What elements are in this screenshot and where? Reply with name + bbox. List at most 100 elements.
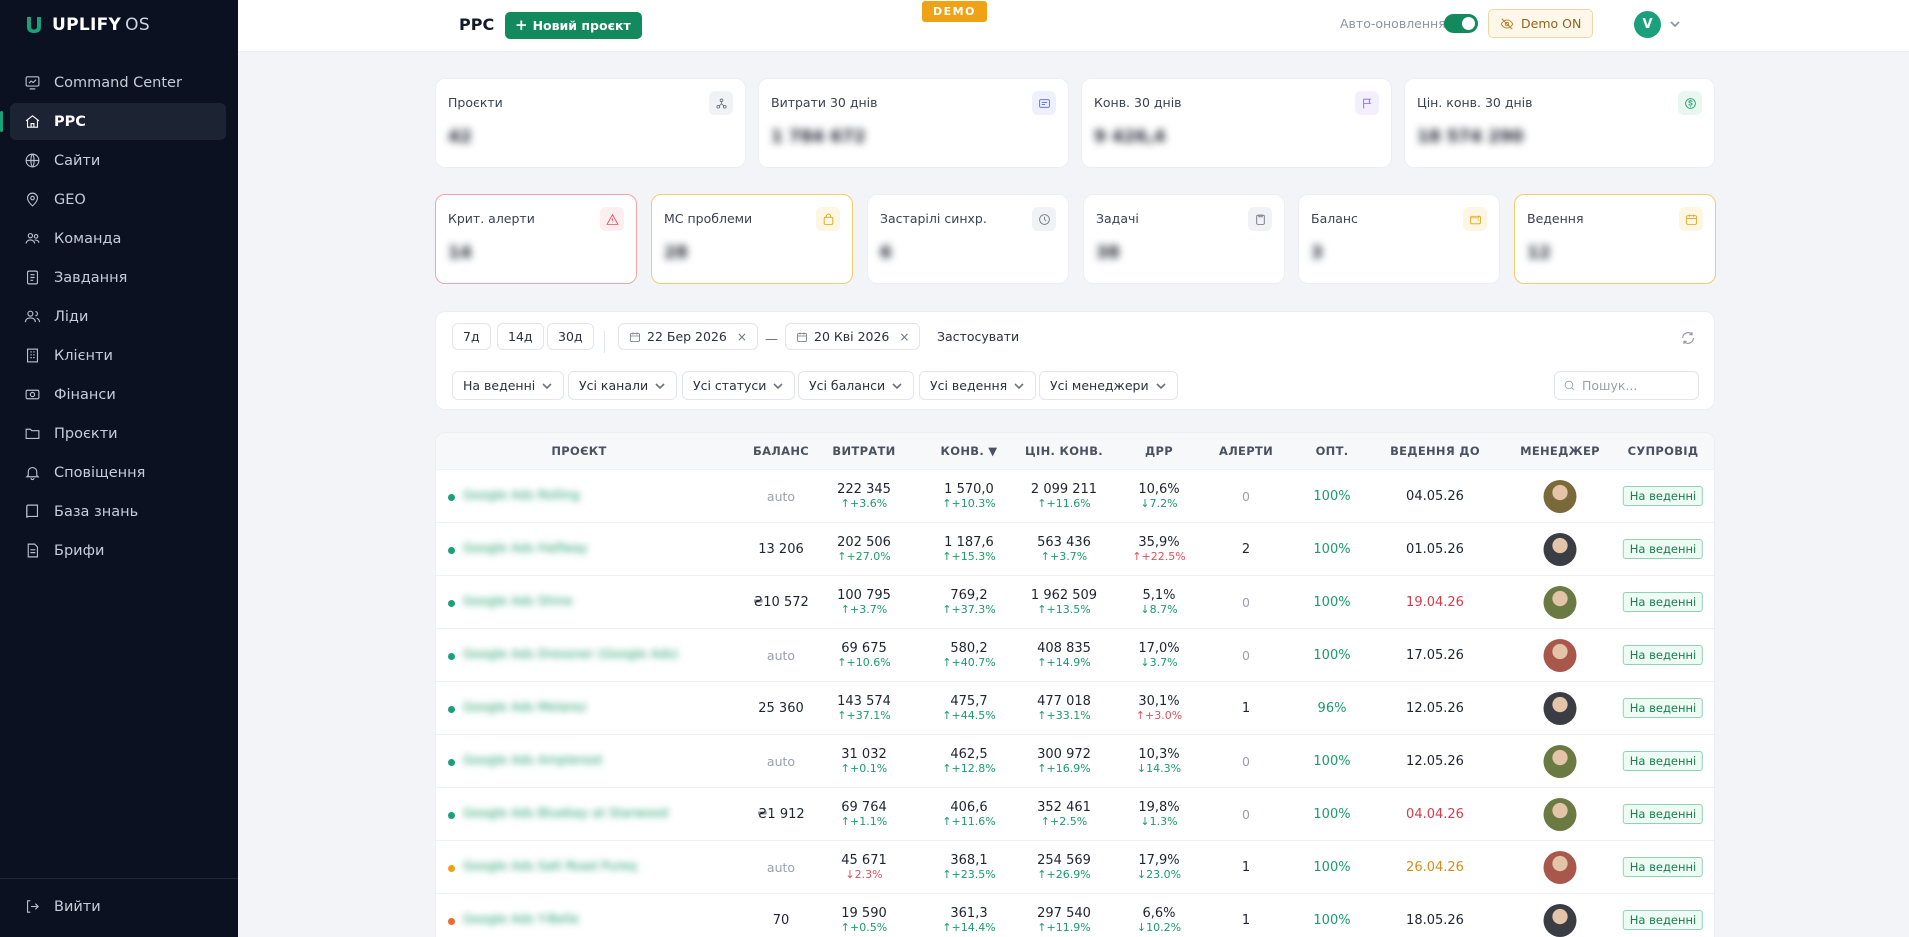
- manager-avatar[interactable]: [1543, 692, 1577, 725]
- project-name-link[interactable]: Google Ads Rolling: [463, 487, 580, 502]
- sidebar-item-сповіщення[interactable]: Сповіщення: [10, 454, 226, 491]
- column-header[interactable]: ЦІН. КОНВ.: [1025, 444, 1103, 458]
- column-header[interactable]: ОПТ.: [1315, 444, 1349, 458]
- conv-value-delta: ↑+2.5%: [1040, 814, 1088, 828]
- table-row[interactable]: Google Ads Shine ₴10 572 100 795 ↑+3.7% 769,…: [436, 575, 1714, 628]
- column-header[interactable]: ВИТРАТИ: [832, 444, 896, 458]
- stat-card[interactable]: Проєкти 42: [435, 78, 746, 168]
- tasks-icon: [26, 270, 39, 285]
- sidebar-item-ліди[interactable]: Ліди: [10, 298, 226, 335]
- filter-dropdown[interactable]: На веденні: [452, 371, 565, 400]
- sidebar-item-geo[interactable]: GEO: [10, 181, 226, 218]
- user-avatar[interactable]: V: [1634, 11, 1661, 38]
- optimization-cell: 100%: [1313, 807, 1351, 822]
- manager-avatar[interactable]: [1543, 639, 1577, 672]
- sidebar-item-завдання[interactable]: Завдання: [10, 259, 226, 296]
- sidebar-item-фінанси[interactable]: Фінанси: [10, 376, 226, 413]
- table-row[interactable]: Google Ads Dressner (Google Ads) auto 69 6…: [436, 628, 1714, 682]
- filter-dropdown[interactable]: Усі баланси: [798, 371, 915, 400]
- table-row[interactable]: Google Ads Halfway 13 206 202 506 ↑+27.0% 1 …: [436, 522, 1714, 575]
- project-name-link[interactable]: Google Ads Melarez: [463, 699, 587, 714]
- column-header[interactable]: СУПРОВІД: [1627, 444, 1699, 458]
- manager-avatar[interactable]: [1543, 745, 1577, 778]
- stat-icon-box: [816, 207, 840, 231]
- filter-dropdown[interactable]: Усі статуси: [682, 371, 796, 400]
- stat-icon-box: [1679, 207, 1703, 231]
- column-header[interactable]: МЕНЕДЖЕР: [1520, 444, 1600, 458]
- logo[interactable]: UPLIFY OS: [24, 14, 150, 36]
- project-name-link[interactable]: Google Ads Halfway: [463, 540, 588, 555]
- refresh-icon[interactable]: [1680, 330, 1696, 346]
- date-from-input[interactable]: 22 Бер 2026 ×: [618, 323, 758, 350]
- conv-value-cell: 254 569 ↑+26.9%: [1037, 841, 1091, 894]
- project-name-link[interactable]: Google Ads Salt Road Pureq: [463, 858, 637, 873]
- project-name-link[interactable]: Google Ads Bluebay at Starwood: [463, 805, 669, 820]
- column-header[interactable]: ПРОЄКТ: [551, 444, 607, 458]
- table-row[interactable]: Google Ads Rolling auto 222 345 ↑+3.6% 1 570…: [436, 469, 1714, 522]
- manager-avatar[interactable]: [1543, 851, 1577, 884]
- table-row[interactable]: Google Ads Bluebay at Starwood ₴1 912 69 7…: [436, 787, 1714, 840]
- conv-value-cell: 408 835 ↑+14.9%: [1037, 629, 1091, 682]
- auto-update-toggle[interactable]: [1444, 14, 1478, 33]
- project-name-link[interactable]: Google Ads Ampleroot: [463, 752, 603, 767]
- stat-card[interactable]: Конв. 30 днів 9 426,4: [1081, 78, 1392, 168]
- apply-button[interactable]: Застосувати: [937, 329, 1020, 344]
- optimization-cell: 100%: [1313, 489, 1351, 504]
- project-name-link[interactable]: Google Ads Dressner (Google Ads): [463, 646, 679, 661]
- column-header[interactable]: ВЕДЕННЯ ДО: [1390, 444, 1480, 458]
- stat-card[interactable]: Витрати 30 днів 1 784 672: [758, 78, 1069, 168]
- period-14d-button[interactable]: 14д: [497, 323, 544, 350]
- sidebar-item-база-знань[interactable]: База знань: [10, 493, 226, 530]
- conv-delta: ↑+44.5%: [942, 708, 996, 722]
- alerts-cell: 0: [1242, 489, 1250, 504]
- demo-mode-button[interactable]: Demo ON: [1488, 9, 1594, 38]
- period-7d-button[interactable]: 7д: [452, 323, 491, 350]
- support-until-cell: 04.05.26: [1406, 489, 1464, 504]
- table-row[interactable]: Google Ads Y-Belle 70 19 590 ↑+0.5% 361,3 ↑+1…: [436, 893, 1714, 937]
- new-project-button[interactable]: + Новий проєкт: [505, 12, 642, 39]
- clear-date-from-icon[interactable]: ×: [736, 329, 747, 344]
- column-header[interactable]: КОНВ. ▼: [940, 444, 998, 458]
- project-name-link[interactable]: Google Ads Shine: [463, 593, 573, 608]
- sidebar-item-сайти[interactable]: Сайти: [10, 142, 226, 179]
- stat-card[interactable]: Баланс 3: [1298, 194, 1500, 284]
- sidebar-item-command-center[interactable]: Command Center: [10, 64, 226, 101]
- sidebar-item-клієнти[interactable]: Клієнти: [10, 337, 226, 374]
- sidebar-item-команда[interactable]: Команда: [10, 220, 226, 257]
- logout-button[interactable]: Вийти: [24, 898, 101, 915]
- stat-card[interactable]: Ведення 12: [1514, 194, 1716, 284]
- support-status-badge: На веденні: [1622, 857, 1704, 877]
- column-header[interactable]: БАЛАНС: [753, 444, 809, 458]
- stat-card[interactable]: Цін. конв. 30 днів 18 574 290: [1404, 78, 1715, 168]
- filter-dropdown[interactable]: Усі ведення: [919, 371, 1037, 400]
- column-header[interactable]: АЛЕРТИ: [1218, 444, 1274, 458]
- chevron-down-icon[interactable]: [1669, 18, 1681, 30]
- stat-card[interactable]: Застарілі синхр. 6: [867, 194, 1069, 284]
- bag-icon: [823, 213, 833, 225]
- sidebar-item-ppc[interactable]: PPC: [0, 103, 226, 140]
- stat-card[interactable]: Крит. алерти 14: [435, 194, 637, 284]
- clear-date-to-icon[interactable]: ×: [899, 329, 910, 344]
- search-input[interactable]: Пошук...: [1554, 371, 1699, 400]
- date-to-input[interactable]: 20 Кві 2026 ×: [785, 323, 921, 350]
- manager-avatar[interactable]: [1543, 798, 1577, 831]
- manager-avatar[interactable]: [1543, 533, 1577, 566]
- conv-value-delta: ↑+3.7%: [1040, 549, 1088, 563]
- table-row[interactable]: Google Ads Salt Road Pureq auto 45 671 ↓2.3…: [436, 840, 1714, 894]
- manager-avatar[interactable]: [1543, 586, 1577, 619]
- stat-card[interactable]: Задачі 38: [1083, 194, 1285, 284]
- table-row[interactable]: Google Ads Melarez 25 360 143 574 ↑+37.1% 47…: [436, 681, 1714, 734]
- column-header[interactable]: ДРР: [1145, 444, 1173, 458]
- drr-delta: ↓14.3%: [1136, 761, 1182, 775]
- filter-dropdown[interactable]: Усі канали: [568, 371, 678, 400]
- period-30d-button[interactable]: 30д: [547, 323, 594, 350]
- manager-avatar[interactable]: [1543, 904, 1577, 937]
- manager-avatar[interactable]: [1543, 480, 1577, 513]
- filter-dropdown[interactable]: Усі менеджери: [1039, 371, 1178, 400]
- project-name-link[interactable]: Google Ads Y-Belle: [463, 911, 579, 926]
- sidebar-item-брифи[interactable]: Брифи: [10, 532, 226, 569]
- stat-card[interactable]: МС проблеми 28: [651, 194, 853, 284]
- support-until-cell: 12.05.26: [1406, 754, 1464, 769]
- sidebar-item-проєкти[interactable]: Проєкти: [10, 415, 226, 452]
- table-row[interactable]: Google Ads Ampleroot auto 31 032 ↑+0.1% 462,…: [436, 734, 1714, 787]
